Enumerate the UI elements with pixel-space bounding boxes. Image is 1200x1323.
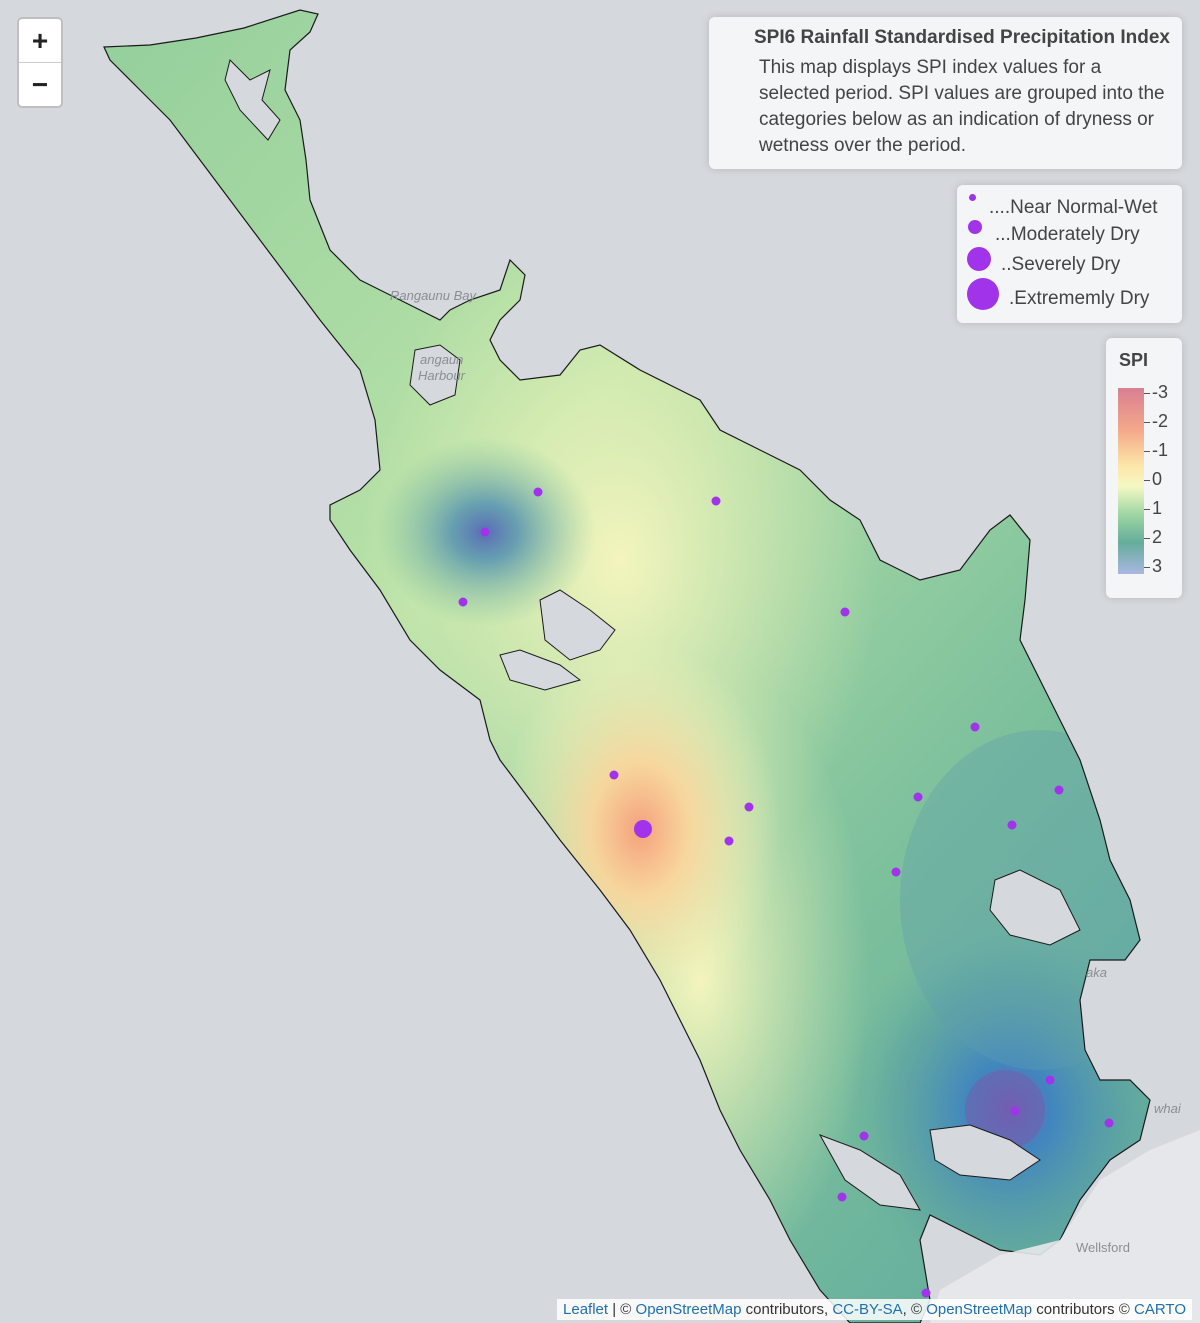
- station-marker[interactable]: [609, 770, 619, 780]
- legend-dot-severely-dry: [967, 247, 991, 271]
- station-marker-severely-dry[interactable]: [634, 820, 652, 838]
- attribution: Leaflet | © OpenStreetMap contributors, …: [557, 1299, 1192, 1320]
- spi-legend-tick: [1144, 509, 1150, 510]
- legend-label: .Extrememly Dry: [1009, 288, 1150, 309]
- zoom-control: + −: [17, 17, 63, 108]
- station-marker[interactable]: [744, 802, 754, 812]
- spi-legend-tick: [1144, 393, 1150, 394]
- station-marker[interactable]: [1007, 820, 1017, 830]
- spi-legend-tick: [1144, 451, 1150, 452]
- station-marker[interactable]: [1104, 1118, 1114, 1128]
- station-marker[interactable]: [1054, 785, 1064, 795]
- spi-legend-label: 0: [1152, 469, 1163, 489]
- spi-legend-tick: [1144, 567, 1150, 568]
- spi-legend-tick: [1144, 422, 1150, 423]
- spi-legend-tick: [1144, 480, 1150, 481]
- place-label-wellsford: Wellsford: [1076, 1240, 1130, 1255]
- place-label-harbour: angaun: [420, 352, 464, 367]
- station-marker[interactable]: [921, 1288, 931, 1298]
- attribution-text: | ©: [608, 1301, 636, 1318]
- station-marker[interactable]: [711, 496, 721, 506]
- zoom-out-button[interactable]: −: [19, 62, 61, 106]
- station-marker[interactable]: [1010, 1106, 1020, 1116]
- station-marker[interactable]: [724, 836, 734, 846]
- station-marker[interactable]: [837, 1192, 847, 1202]
- station-marker[interactable]: [533, 487, 543, 497]
- station-marker[interactable]: [1045, 1075, 1055, 1085]
- place-label-harbour: Harbour: [418, 368, 465, 383]
- spi-legend-label: -1: [1152, 440, 1169, 460]
- spi-legend-label: 1: [1152, 498, 1163, 518]
- spi-legend-label: -2: [1152, 411, 1169, 431]
- info-panel: SPI6 Rainfall Standardised Precipitation…: [709, 17, 1182, 169]
- osm-link[interactable]: OpenStreetMap: [926, 1301, 1033, 1318]
- attribution-text: contributors ©: [1032, 1301, 1135, 1318]
- spi-legend-label: -3: [1152, 382, 1169, 402]
- osm-link[interactable]: OpenStreetMap: [635, 1301, 742, 1318]
- carto-link[interactable]: CARTO: [1134, 1301, 1186, 1318]
- station-marker[interactable]: [891, 867, 901, 877]
- legend-dot-moderately-dry: [968, 220, 982, 234]
- station-marker[interactable]: [913, 792, 923, 802]
- station-marker[interactable]: [840, 607, 850, 617]
- cc-by-sa-link[interactable]: CC-BY-SA: [832, 1301, 903, 1318]
- size-legend: ....Near Normal-Wet ...Moderately Dry ..…: [957, 185, 1182, 323]
- spi-color-legend: SPI -3 -2 -1 0 1 2 3: [1106, 338, 1182, 598]
- leaflet-link[interactable]: Leaflet: [563, 1301, 609, 1318]
- station-markers: [458, 487, 1114, 1298]
- station-marker[interactable]: [480, 527, 490, 537]
- station-marker[interactable]: [970, 722, 980, 732]
- legend-dot-near-normal-wet: [969, 194, 976, 201]
- place-label: aka: [1086, 965, 1107, 980]
- spi-legend-title: SPI: [1119, 350, 1149, 370]
- legend-label: ....Near Normal-Wet: [989, 197, 1158, 218]
- station-marker[interactable]: [859, 1131, 869, 1141]
- legend-label: ...Moderately Dry: [995, 224, 1140, 245]
- spi-color-ramp: [1118, 388, 1144, 574]
- info-description: This map displays SPI index values for a…: [759, 57, 1165, 156]
- spi-legend-tick: [1144, 538, 1150, 539]
- legend-dot-extremely-dry: [967, 278, 999, 310]
- info-title: SPI6 Rainfall Standardised Precipitation…: [754, 27, 1170, 48]
- spi-legend-label: 2: [1152, 527, 1163, 547]
- attribution-text: contributors,: [741, 1301, 833, 1318]
- place-label: whai: [1154, 1101, 1181, 1116]
- attribution-text: , ©: [902, 1301, 927, 1318]
- place-label-rangaunu-bay: Rangaunu Bay: [390, 288, 477, 303]
- station-marker[interactable]: [458, 597, 468, 607]
- zoom-in-button[interactable]: +: [31, 24, 49, 56]
- spi-legend-label: 3: [1152, 556, 1163, 576]
- legend-label: ..Severely Dry: [1001, 254, 1121, 275]
